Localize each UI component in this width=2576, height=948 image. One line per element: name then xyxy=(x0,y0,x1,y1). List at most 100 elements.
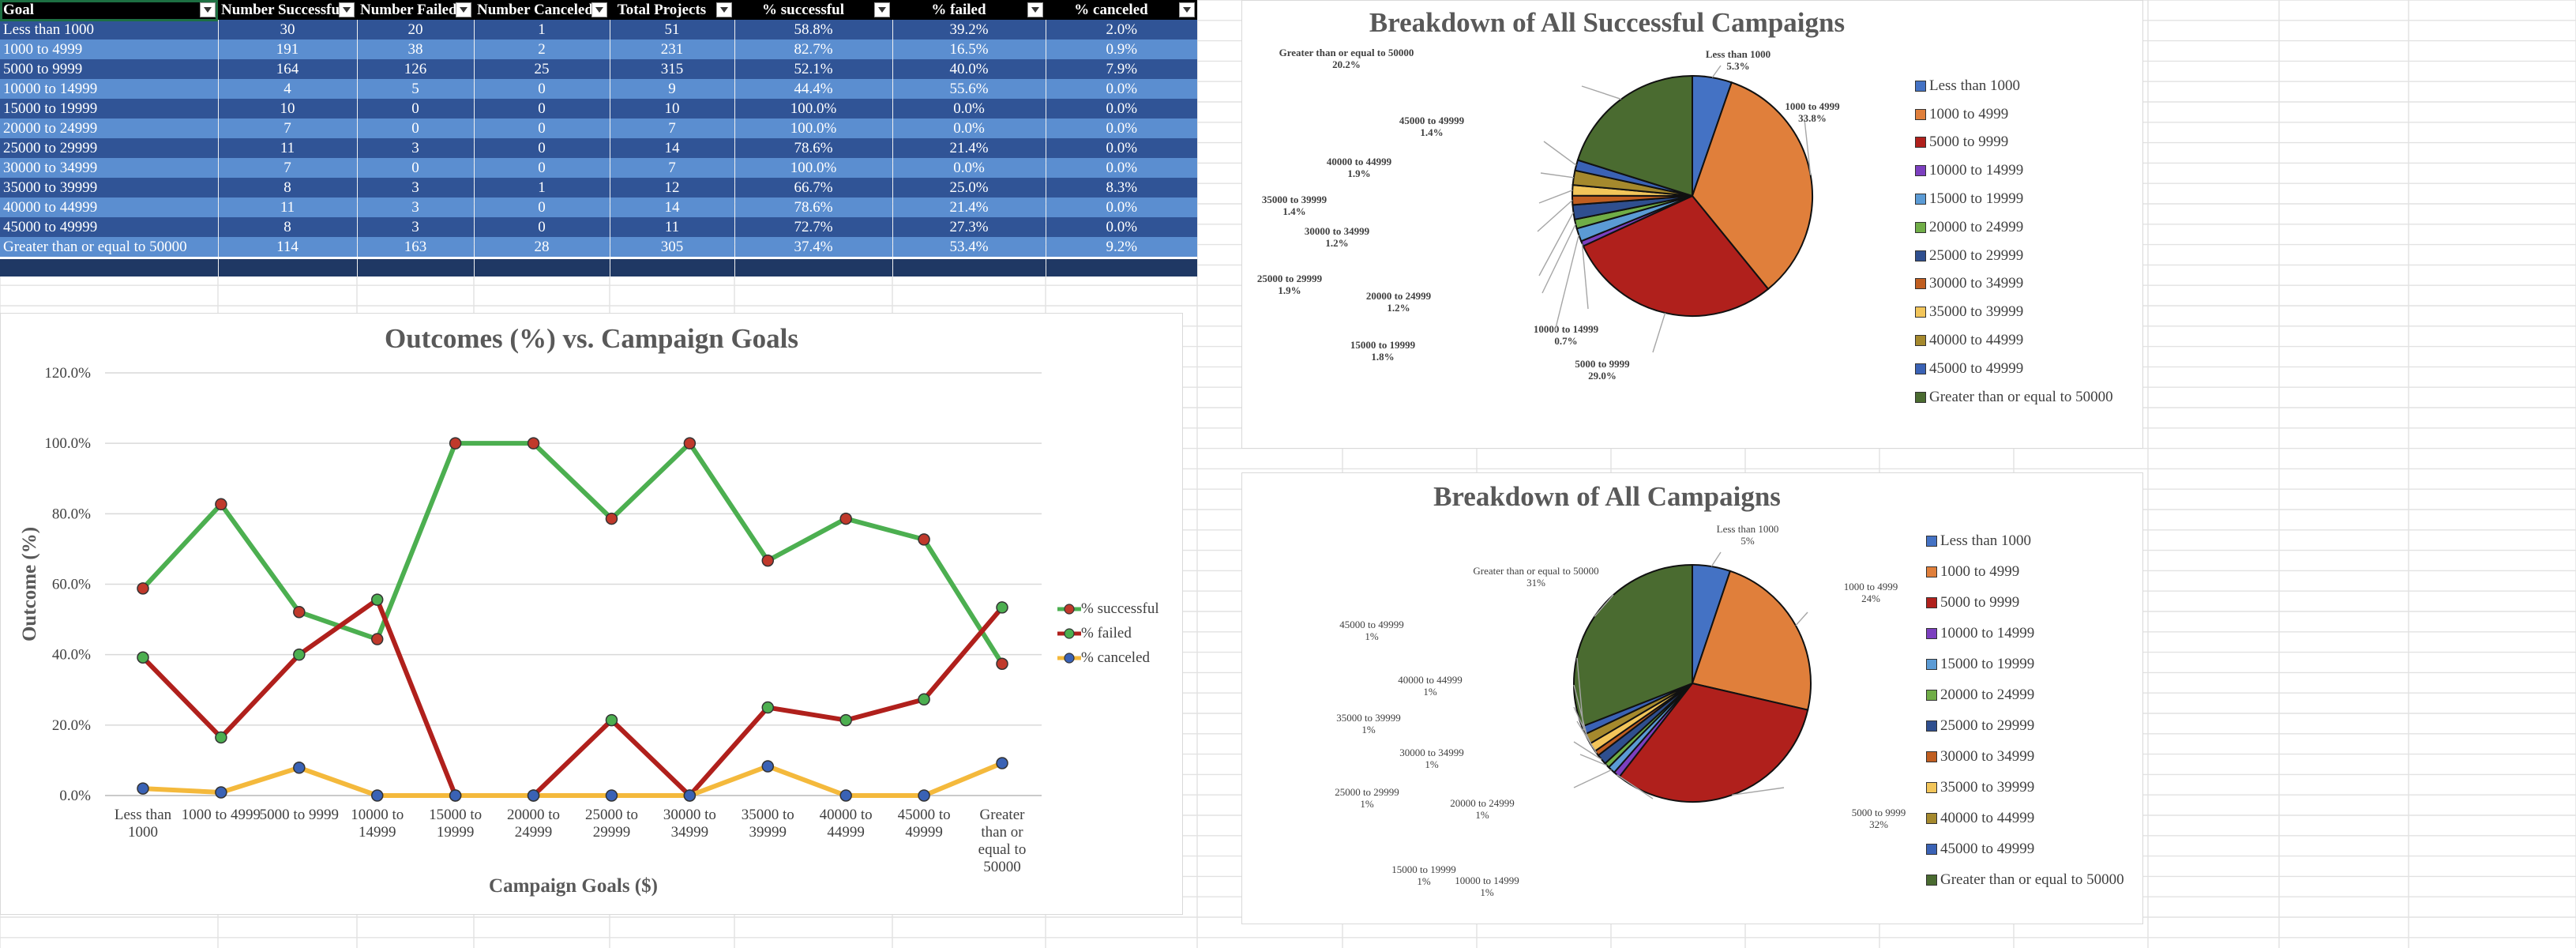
pie-slice[interactable] xyxy=(1618,682,1809,803)
filter-dropdown-button[interactable] xyxy=(1027,2,1043,17)
data-point[interactable] xyxy=(918,789,930,802)
table-cell-total[interactable]: 7 xyxy=(609,118,734,138)
table-cell-empty[interactable] xyxy=(609,257,734,276)
table-cell-pct-failed[interactable]: 0.0% xyxy=(892,158,1046,178)
table-cell-canceled[interactable]: 1 xyxy=(473,178,610,198)
table-cell-pct-successful[interactable]: 37.4% xyxy=(734,237,892,258)
data-point[interactable] xyxy=(370,789,384,802)
table-cell-pct-failed[interactable]: 25.0% xyxy=(892,178,1046,198)
successful-campaigns-pie-chart[interactable]: Breakdown of All Successful Campaigns Le… xyxy=(1241,0,2143,449)
column-header[interactable]: % failed xyxy=(892,0,1046,20)
table-cell-total[interactable]: 315 xyxy=(609,59,734,79)
data-point[interactable] xyxy=(215,498,227,511)
table-cell-total[interactable]: 14 xyxy=(609,198,734,217)
table-cell-empty[interactable] xyxy=(734,257,892,276)
data-point[interactable] xyxy=(137,782,149,795)
table-cell-pct-failed[interactable]: 21.4% xyxy=(892,198,1046,217)
table-cell-total[interactable]: 305 xyxy=(609,237,734,258)
table-cell-empty[interactable] xyxy=(473,257,610,276)
table-cell-pct-failed[interactable]: 0.0% xyxy=(892,99,1046,118)
table-cell-empty[interactable] xyxy=(356,257,474,276)
table-cell-canceled[interactable]: 0 xyxy=(473,217,610,237)
legend-item[interactable]: 30000 to 34999 xyxy=(1926,741,2124,772)
table-cell-pct-canceled[interactable]: 0.0% xyxy=(1045,118,1197,138)
table-cell-failed[interactable]: 3 xyxy=(356,217,474,237)
legend-item[interactable]: 35000 to 39999 xyxy=(1915,298,2113,326)
pie-slice[interactable] xyxy=(1691,570,1812,711)
table-cell-total[interactable]: 7 xyxy=(609,158,734,178)
data-point[interactable] xyxy=(761,760,775,773)
table-cell-failed[interactable]: 3 xyxy=(356,198,474,217)
table-cell-pct-successful[interactable]: 44.4% xyxy=(734,79,892,99)
table-cell-pct-successful[interactable]: 100.0% xyxy=(734,118,892,138)
filter-dropdown-button[interactable] xyxy=(200,2,216,17)
table-cell-failed[interactable]: 0 xyxy=(356,99,474,118)
filter-dropdown-button[interactable] xyxy=(339,2,355,17)
table-cell-canceled[interactable]: 0 xyxy=(473,79,610,99)
table-cell-failed[interactable]: 0 xyxy=(356,118,474,138)
legend-item[interactable]: 40000 to 44999 xyxy=(1915,326,2113,355)
table-cell-canceled[interactable]: 28 xyxy=(473,237,610,258)
table-cell-pct-failed[interactable]: 16.5% xyxy=(892,40,1046,59)
table-cell-pct-canceled[interactable]: 0.0% xyxy=(1045,138,1197,158)
table-cell-failed[interactable]: 0 xyxy=(356,158,474,178)
table-cell-goal[interactable]: 25000 to 29999 xyxy=(0,138,218,158)
legend-item[interactable]: 40000 to 44999 xyxy=(1926,803,2124,833)
legend-item[interactable]: 10000 to 14999 xyxy=(1926,618,2124,649)
legend-item[interactable]: 20000 to 24999 xyxy=(1926,679,2124,710)
table-cell-pct-failed[interactable]: 0.0% xyxy=(892,118,1046,138)
column-header[interactable]: Number Failed xyxy=(357,0,474,20)
table-cell-goal[interactable]: 10000 to 14999 xyxy=(0,79,218,99)
table-cell-goal[interactable]: Less than 1000 xyxy=(0,20,218,40)
data-point[interactable] xyxy=(370,633,384,645)
table-cell-empty[interactable] xyxy=(1045,257,1197,276)
table-cell-successful[interactable]: 10 xyxy=(217,99,357,118)
table-cell-pct-canceled[interactable]: 0.0% xyxy=(1045,158,1197,178)
pie-slice[interactable] xyxy=(1691,81,1813,291)
table-cell-goal[interactable]: 20000 to 24999 xyxy=(0,118,218,138)
table-cell-total[interactable]: 231 xyxy=(609,40,734,59)
table-cell-failed[interactable]: 126 xyxy=(356,59,474,79)
table-cell-pct-canceled[interactable]: 8.3% xyxy=(1045,178,1197,198)
data-point[interactable] xyxy=(605,512,618,525)
column-header[interactable]: Total Projects xyxy=(610,0,734,20)
table-cell-pct-failed[interactable]: 40.0% xyxy=(892,59,1046,79)
legend-item[interactable]: Less than 1000 xyxy=(1926,525,2124,556)
table-cell-total[interactable]: 14 xyxy=(609,138,734,158)
filter-dropdown-button[interactable] xyxy=(874,2,890,17)
legend-item[interactable]: 15000 to 19999 xyxy=(1915,185,2113,213)
table-cell-failed[interactable]: 20 xyxy=(356,20,474,40)
filter-dropdown-button[interactable] xyxy=(591,2,607,17)
legend-item[interactable]: 1000 to 4999 xyxy=(1915,100,2113,129)
data-point[interactable] xyxy=(683,789,697,802)
data-point[interactable] xyxy=(137,582,149,595)
filter-dropdown-button[interactable] xyxy=(456,2,471,17)
data-point[interactable] xyxy=(996,657,1008,671)
table-cell-pct-failed[interactable]: 27.3% xyxy=(892,217,1046,237)
data-point[interactable] xyxy=(215,786,227,799)
legend-item[interactable]: 35000 to 39999 xyxy=(1926,772,2124,803)
table-cell-goal[interactable]: 40000 to 44999 xyxy=(0,198,218,217)
table-cell-canceled[interactable]: 1 xyxy=(473,20,610,40)
outcomes-line-chart[interactable]: Outcomes (%) vs. Campaign Goals 0.0% 20.0… xyxy=(0,313,1183,915)
table-cell-canceled[interactable]: 0 xyxy=(473,198,610,217)
legend-item[interactable]: Greater than or equal to 50000 xyxy=(1915,383,2113,412)
legend-item[interactable]: 25000 to 29999 xyxy=(1915,242,2113,270)
table-cell-total[interactable]: 12 xyxy=(609,178,734,198)
legend-item[interactable]: % failed xyxy=(1057,621,1159,645)
legend-item[interactable]: 45000 to 49999 xyxy=(1915,355,2113,383)
column-header[interactable]: % canceled xyxy=(1046,0,1197,20)
table-cell-goal[interactable]: 35000 to 39999 xyxy=(0,178,218,198)
table-cell-successful[interactable]: 8 xyxy=(217,178,357,198)
data-point[interactable] xyxy=(137,651,149,664)
table-cell-pct-failed[interactable]: 39.2% xyxy=(892,20,1046,40)
data-point[interactable] xyxy=(293,605,306,619)
table-cell-successful[interactable]: 8 xyxy=(217,217,357,237)
data-point[interactable] xyxy=(449,789,462,802)
table-cell-canceled[interactable]: 0 xyxy=(473,158,610,178)
data-point[interactable] xyxy=(370,593,384,606)
data-point[interactable] xyxy=(918,533,930,546)
legend-item[interactable]: Less than 1000 xyxy=(1915,72,2113,100)
table-cell-pct-successful[interactable]: 58.8% xyxy=(734,20,892,40)
legend-item[interactable]: 45000 to 49999 xyxy=(1926,833,2124,864)
